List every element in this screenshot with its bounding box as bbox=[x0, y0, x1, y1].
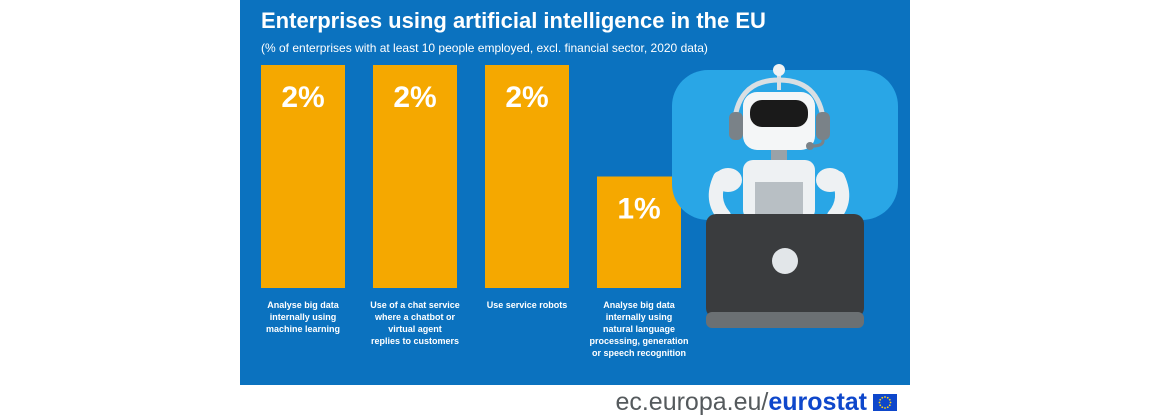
bar-1 bbox=[261, 65, 345, 288]
chart-subtitle: (% of enterprises with at least 10 peopl… bbox=[261, 41, 708, 55]
eurostat-logo: eurostat bbox=[768, 387, 867, 416]
robot-illustration-icon bbox=[672, 64, 898, 328]
category-label-2: Use of a chat service where a chatbot or v… bbox=[370, 300, 460, 346]
robot-visor bbox=[750, 100, 808, 127]
chart-title: Enterprises using artificial intelligenc… bbox=[261, 8, 766, 33]
category-label-4: Analyse big data internally using natural … bbox=[589, 300, 688, 358]
value-label-1: 2% bbox=[281, 81, 324, 114]
footer-source: ec.europa.eu/ eurostat bbox=[615, 388, 897, 416]
bars-group: 2% Analyse big data internally using machin… bbox=[261, 65, 689, 358]
bar-chart: 2% Analyse big data internally using machin… bbox=[261, 64, 898, 358]
bar-3 bbox=[485, 65, 569, 288]
category-label-1: Analyse big data internally using machine … bbox=[266, 300, 340, 334]
chart-panel: Enterprises using artificial intelligenc… bbox=[240, 0, 910, 385]
eu-flag-icon bbox=[873, 393, 897, 411]
value-label-3: 2% bbox=[505, 81, 548, 114]
bar-2 bbox=[373, 65, 457, 288]
source-url: ec.europa.eu/ bbox=[615, 387, 769, 416]
bar-4 bbox=[597, 176, 681, 288]
value-label-4: 1% bbox=[617, 193, 660, 226]
category-label-3: Use service robots bbox=[487, 300, 568, 310]
value-label-2: 2% bbox=[393, 81, 436, 114]
